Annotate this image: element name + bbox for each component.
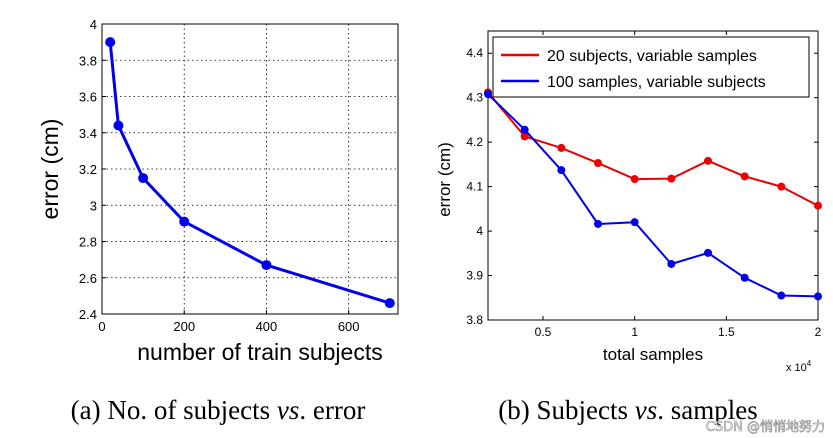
chart-b-data-point xyxy=(631,218,639,226)
chart-a-grid xyxy=(102,24,398,314)
chart-a-x-tick-label: 400 xyxy=(256,319,278,334)
chart-a: 0 200 400 600 2.4 2.6 2.8 3 3.2 3.4 3.6 3.8 4 number… xyxy=(37,17,398,425)
chart-a-series-line xyxy=(110,42,390,303)
chart-b: 0.5 1 1.5 2 3.8 3.9 4 4.1 4.2 4.3 4.4 total sample… xyxy=(435,31,822,425)
chart-a-data-point xyxy=(138,173,148,183)
chart-b-y-tick-label: 4.4 xyxy=(466,46,483,60)
chart-b-data-point xyxy=(741,172,749,180)
chart-a-y-tick-label: 4 xyxy=(90,17,97,32)
chart-b-x-multiplier-exponent: 4 xyxy=(807,359,812,368)
chart-b-y-tick-label: 4 xyxy=(476,224,483,238)
chart-a-x-tick-label: 200 xyxy=(173,319,195,334)
chart-b-data-point xyxy=(814,292,822,300)
chart-a-data-point xyxy=(261,260,271,270)
chart-a-y-tick-label: 3 xyxy=(90,198,97,213)
chart-a-x-tick-label: 600 xyxy=(338,319,360,334)
chart-a-x-tick-label: 0 xyxy=(98,319,105,334)
chart-a-caption-suffix: . error xyxy=(299,395,365,425)
chart-b-data-point xyxy=(484,90,492,98)
chart-a-y-tick-label: 3.2 xyxy=(79,162,97,177)
chart-b-series-line xyxy=(488,94,818,296)
chart-b-data-point xyxy=(594,220,602,228)
chart-a-y-tick-label: 2.6 xyxy=(79,271,97,286)
chart-a-y-tick-label: 2.8 xyxy=(79,235,97,250)
chart-a-y-axis-label: error (cm) xyxy=(37,119,63,220)
chart-a-plot-frame xyxy=(102,24,398,314)
chart-a-data-point xyxy=(113,121,123,131)
chart-a-y-tick-label: 3.4 xyxy=(79,126,97,141)
chart-b-y-tick-label: 4.3 xyxy=(466,91,483,105)
chart-b-x-axis-label: total samples xyxy=(603,345,703,364)
chart-b-data-point xyxy=(777,183,785,191)
chart-b-x-multiplier-base: x 10 xyxy=(786,362,807,374)
chart-b-data-point xyxy=(704,157,712,165)
chart-b-series xyxy=(484,88,822,300)
chart-b-data-point xyxy=(521,126,529,134)
chart-a-caption-italic: vs xyxy=(277,395,300,425)
chart-b-data-point xyxy=(667,175,675,183)
chart-b-data-point xyxy=(704,249,712,257)
chart-a-y-tick-label: 3.6 xyxy=(79,90,97,105)
chart-b-x-tick-label: 2 xyxy=(815,325,822,339)
chart-b-y-axis-label: error (cm) xyxy=(435,142,454,217)
chart-b-legend-label: 100 samples, variable subjects xyxy=(547,74,766,91)
chart-a-y-tick-label: 3.8 xyxy=(79,53,97,68)
chart-a-caption: (a) No. of subjects vs. error xyxy=(71,395,366,425)
figure-canvas: 0 200 400 600 2.4 2.6 2.8 3 3.2 3.4 3.6 3.8 4 number… xyxy=(0,0,833,438)
chart-b-x-tick-label: 1 xyxy=(631,325,638,339)
chart-b-data-point xyxy=(557,166,565,174)
chart-b-data-point xyxy=(631,175,639,183)
chart-a-x-axis-label: number of train subjects xyxy=(137,339,382,365)
chart-b-caption-italic: vs xyxy=(635,395,658,425)
chart-a-data-point xyxy=(385,298,395,308)
chart-b-data-point xyxy=(814,202,822,210)
chart-b-caption-prefix: (b) Subjects xyxy=(498,395,634,425)
chart-b-legend: 20 subjects, variable samples 100 samples… xyxy=(493,37,809,97)
chart-a-caption-prefix: (a) No. of subjects xyxy=(71,395,277,425)
watermark-text: CSDN @悄悄地努力 xyxy=(706,420,825,435)
chart-a-y-tick-label: 2.4 xyxy=(79,307,97,322)
chart-b-y-tick-label: 4.1 xyxy=(466,180,483,194)
chart-b-y-tick-label: 3.9 xyxy=(466,269,483,283)
chart-b-x-tick-label: 0.5 xyxy=(535,325,552,339)
chart-b-data-point xyxy=(667,260,675,268)
chart-b-x-multiplier: x 104 xyxy=(786,359,812,374)
chart-b-legend-label: 20 subjects, variable samples xyxy=(547,48,757,65)
chart-b-data-point xyxy=(777,292,785,300)
chart-a-data-point xyxy=(179,217,189,227)
chart-a-data-point xyxy=(105,37,115,47)
chart-b-data-point xyxy=(594,159,602,167)
chart-b-y-tick-label: 4.2 xyxy=(466,135,483,149)
chart-a-ticks: 0 200 400 600 2.4 2.6 2.8 3 3.2 3.4 3.6 3.8 4 xyxy=(79,17,360,334)
chart-b-y-tick-label: 3.8 xyxy=(466,313,483,327)
chart-a-series xyxy=(105,37,395,308)
chart-b-x-tick-label: 1.5 xyxy=(718,325,735,339)
chart-b-data-point xyxy=(557,144,565,152)
chart-b-series-line xyxy=(488,92,818,205)
chart-b-data-point xyxy=(741,274,749,282)
